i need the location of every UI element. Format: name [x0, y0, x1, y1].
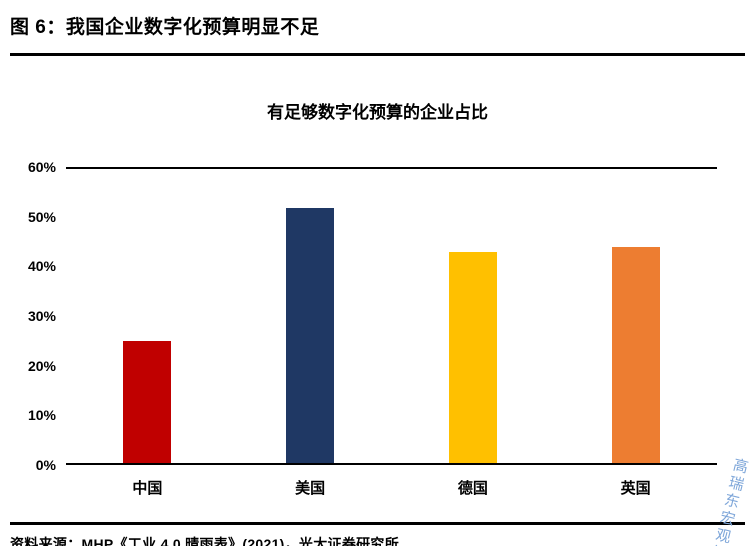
bar-英国: [611, 247, 660, 463]
y-axis: 60% 50% 40% 30% 20% 10% 0%: [14, 159, 66, 473]
source-divider: [10, 522, 745, 525]
bar-美国: [286, 208, 335, 463]
bar-column: [554, 169, 717, 463]
title-divider: [10, 53, 745, 56]
x-axis-labels: 中国 美国 德国 英国: [66, 477, 717, 498]
bar-德国: [448, 252, 497, 463]
bar-column: [229, 169, 392, 463]
y-tick-label: 0%: [35, 457, 56, 473]
x-category-label: 英国: [620, 480, 651, 497]
bar-中国: [123, 340, 172, 463]
figure-title: 图 6：我国企业数字化预算明显不足: [10, 17, 320, 38]
chart-body: 60% 50% 40% 30% 20% 10% 0%: [10, 159, 745, 473]
bar-column: [392, 169, 555, 463]
plot-area: [66, 167, 717, 465]
x-category-label: 美国: [295, 480, 326, 497]
y-tick-label: 60%: [27, 159, 56, 175]
bar-column: [66, 169, 229, 463]
y-tick-label: 50%: [27, 208, 56, 225]
x-category-label: 中国: [132, 480, 163, 497]
y-tick-label: 20%: [27, 357, 56, 374]
y-tick-label: 10%: [27, 407, 56, 424]
y-tick-label: 30%: [27, 308, 56, 324]
source-note: 资料来源：MHP《工业 4.0 晴雨表》(2021)，光大证券研究所: [10, 536, 400, 546]
bar-chart: 有足够数字化预算的企业占比 60% 50% 40% 30% 20% 10% 0% 中国 美国 德…: [10, 98, 745, 498]
x-category-label: 德国: [457, 480, 488, 497]
chart-title: 有足够数字化预算的企业占比: [267, 103, 488, 122]
y-tick-label: 40%: [27, 258, 56, 275]
